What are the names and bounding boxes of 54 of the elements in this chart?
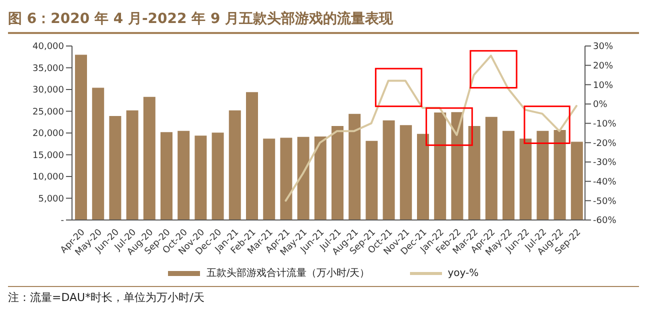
bar (297, 136, 310, 220)
bar (502, 130, 514, 220)
y2-tick-label: -60% (593, 216, 617, 226)
bar (109, 116, 122, 220)
y-tick-label: 30,000 (32, 86, 64, 96)
y2-tick-label: 20% (593, 62, 614, 72)
y-tick-label: 10,000 (32, 172, 64, 183)
bar (280, 138, 292, 220)
y-tick-label: 25,000 (32, 107, 64, 118)
bar (194, 136, 207, 220)
y2-tick-label: -50% (593, 196, 617, 207)
bar (536, 130, 549, 220)
bar (160, 132, 172, 220)
bar (348, 114, 361, 220)
bar (382, 120, 395, 220)
text: 注：流量=DAU*时长，单位为万小时/天 (8, 290, 206, 305)
bar (554, 130, 566, 220)
y-tick-label: - (60, 216, 64, 226)
bar (468, 126, 480, 220)
bar (246, 92, 258, 220)
bar (75, 54, 87, 220)
bar (451, 112, 464, 220)
line-series (284, 54, 578, 202)
y2-tick-label: -20% (593, 138, 617, 149)
y2-tick-label: 30% (593, 42, 614, 52)
bar (417, 134, 429, 220)
bar (366, 140, 378, 220)
bar (332, 126, 344, 220)
legend-label: yoy-% (448, 268, 479, 278)
y-tick-label: 40,000 (32, 42, 64, 52)
bar (92, 88, 104, 220)
y2-tick-label: -10% (593, 120, 617, 130)
bar (570, 142, 583, 220)
bar (178, 130, 190, 220)
bar (228, 110, 241, 220)
bar (314, 136, 326, 220)
bar (520, 138, 532, 220)
bar (400, 125, 412, 220)
bar (126, 110, 138, 220)
y-tick-label: 35,000 (32, 64, 64, 74)
legend-label: 五款头部游戏合计流量（万小时/天） (206, 266, 370, 280)
y2-tick-label: 0% (593, 100, 608, 110)
bar (143, 96, 156, 220)
y2-tick-label: -30% (593, 158, 617, 168)
bar (485, 116, 498, 220)
y-tick-label: 15,000 (32, 150, 64, 161)
y2-tick-label: 10% (593, 80, 614, 91)
bar (212, 132, 224, 220)
bar (434, 112, 446, 220)
bar (263, 138, 276, 220)
y2-tick-label: -40% (593, 178, 617, 188)
y-tick-label: 5,000 (38, 194, 64, 204)
chart-title: 图 6：2020 年 4 月-2022 年 9 月五款头部游戏的流量表现 (8, 8, 639, 34)
y-tick-label: 20,000 (32, 129, 64, 140)
